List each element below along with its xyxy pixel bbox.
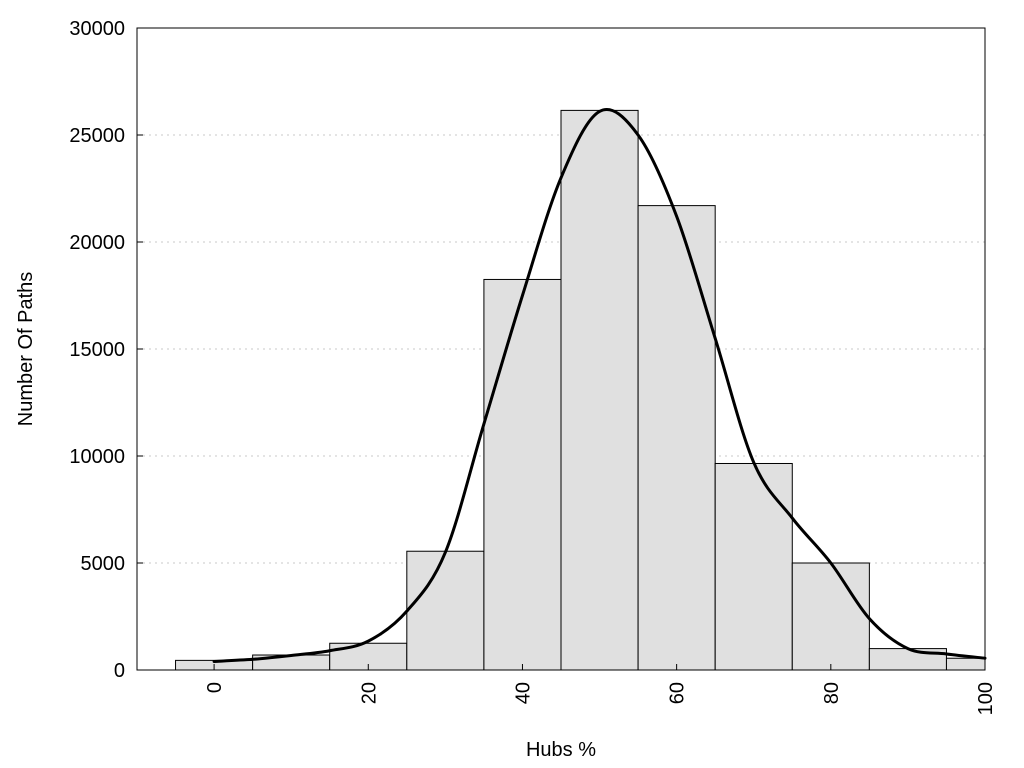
- histogram-bar: [560, 109, 639, 671]
- x-tick-label: 80: [821, 682, 843, 704]
- histogram-bar: [714, 462, 793, 671]
- density-curve: [212, 108, 987, 663]
- y-tick-label: 30000: [69, 18, 125, 40]
- x-tick-label: 20: [358, 682, 380, 704]
- x-tick-label: 0: [204, 682, 226, 693]
- y-tick-label: 10000: [69, 446, 125, 468]
- x-tick-label: 60: [667, 682, 689, 704]
- x-tick-label: 40: [512, 682, 534, 704]
- y-axis-label: Number Of Paths: [15, 272, 37, 427]
- y-tick-label: 5000: [81, 553, 126, 575]
- histogram-bar: [483, 278, 562, 671]
- histogram-bars: [175, 109, 986, 671]
- y-tick-label: 20000: [69, 232, 125, 254]
- x-axis-label: Hubs %: [526, 739, 596, 761]
- x-axis-ticks: 0 20 40 60 80 100: [204, 664, 997, 715]
- y-axis-ticks: 0 5000 10000 15000 20000 25000 30000: [69, 18, 143, 682]
- histogram-bar: [791, 562, 870, 671]
- histogram-bar: [637, 205, 716, 671]
- y-tick-label: 15000: [69, 339, 125, 361]
- y-tick-label: 0: [114, 660, 125, 682]
- histogram-bar: [945, 657, 986, 671]
- x-tick-label: 100: [975, 682, 997, 715]
- histogram-bar: [406, 550, 485, 671]
- y-tick-label: 25000: [69, 125, 125, 147]
